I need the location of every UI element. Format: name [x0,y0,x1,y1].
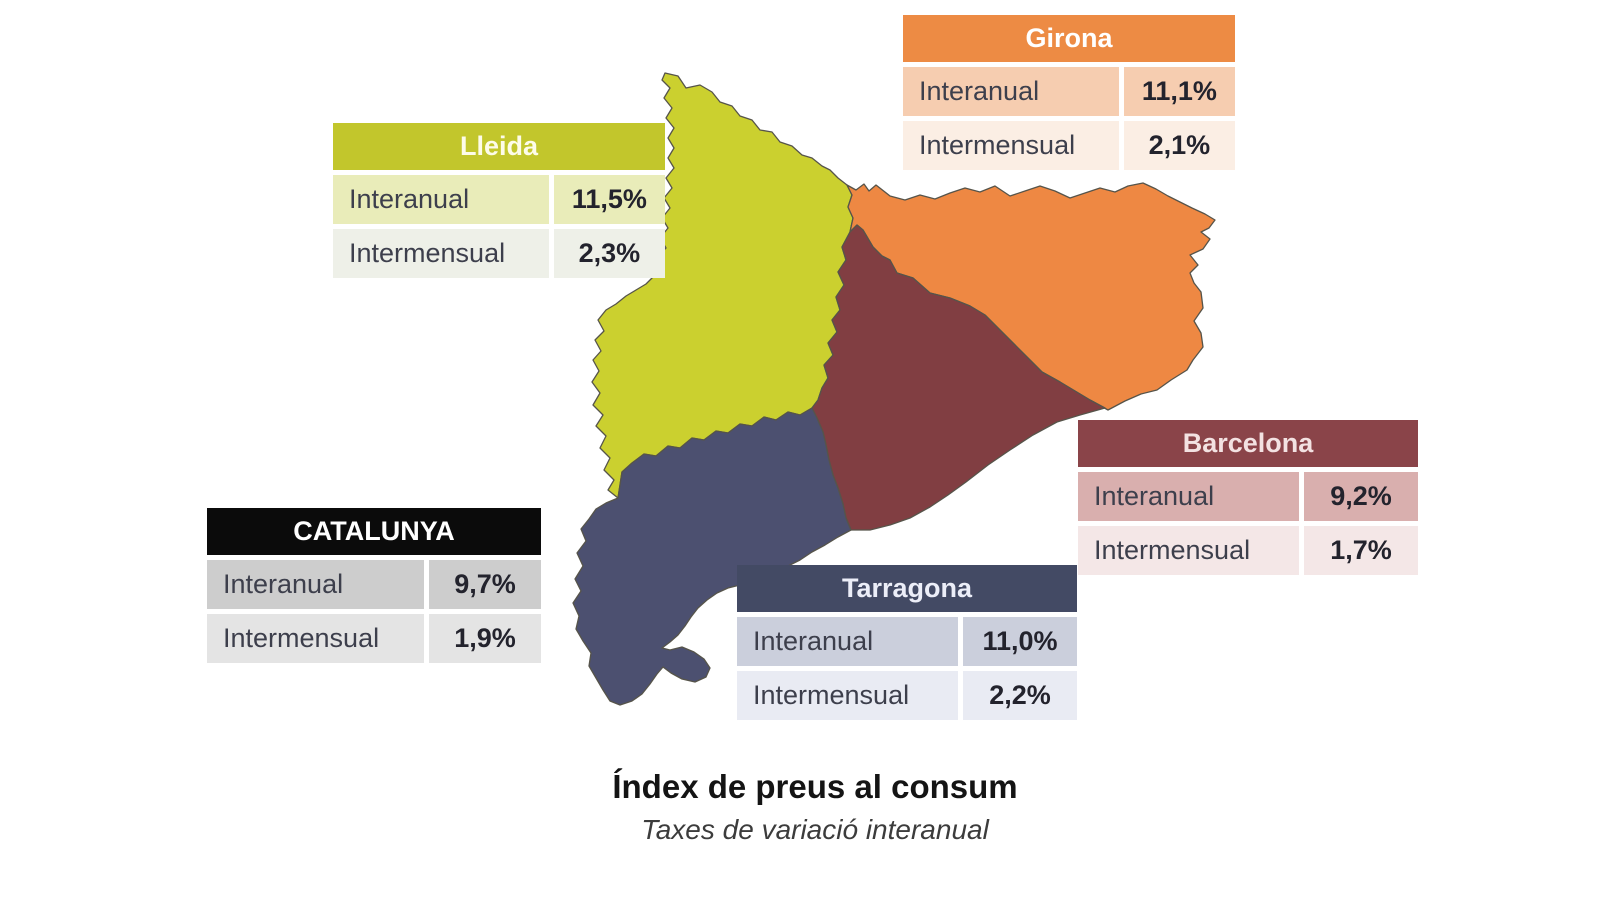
lleida-row-intermensual: Intermensual 2,3% [333,229,665,278]
girona-value-intermensual: 2,1% [1123,121,1235,170]
catalunya-value-interanual: 9,7% [429,560,541,609]
catalunya-map [572,72,1216,706]
catalunya-value-intermensual: 1,9% [429,614,541,663]
barcelona-row-intermensual: Intermensual 1,7% [1078,526,1418,575]
lleida-table: Lleida Interanual 11,5% Intermensual 2,3… [333,123,665,283]
lleida-value-intermensual: 2,3% [553,229,665,278]
catalunya-row-interanual: Interanual 9,7% [207,560,541,609]
row-label-interanual: Interanual [333,175,549,224]
girona-row-interanual: Interanual 11,1% [903,67,1235,116]
row-label-interanual: Interanual [1078,472,1299,521]
barcelona-table-header: Barcelona [1078,420,1418,467]
row-label-intermensual: Intermensual [903,121,1119,170]
lleida-table-header: Lleida [333,123,665,170]
girona-value-interanual: 11,1% [1123,67,1235,116]
row-label-intermensual: Intermensual [333,229,549,278]
page-subtitle: Taxes de variació interanual [641,814,989,845]
catalunya-table-header: CATALUNYA [207,508,541,555]
tarragona-table: Tarragona Interanual 11,0% Intermensual … [737,565,1077,725]
girona-row-intermensual: Intermensual 2,1% [903,121,1235,170]
girona-table-header: Girona [903,15,1235,62]
girona-table: Girona Interanual 11,1% Intermensual 2,1… [903,15,1235,175]
row-label-interanual: Interanual [207,560,425,609]
catalunya-row-intermensual: Intermensual 1,9% [207,614,541,663]
tarragona-value-intermensual: 2,2% [963,671,1077,720]
tarragona-row-interanual: Interanual 11,0% [737,617,1077,666]
row-label-intermensual: Intermensual [1078,526,1299,575]
lleida-row-interanual: Interanual 11,5% [333,175,665,224]
barcelona-table: Barcelona Interanual 9,2% Intermensual 1… [1078,420,1418,580]
map-region-barcelona [811,224,1106,531]
row-label-intermensual: Intermensual [207,614,425,663]
tarragona-table-header: Tarragona [737,565,1077,612]
row-label-interanual: Interanual [903,67,1119,116]
caption-block: Índex de preus al consum Taxes de variac… [460,768,1170,846]
map-region-tarragona [572,407,852,706]
lleida-value-interanual: 11,5% [553,175,665,224]
catalunya-table: CATALUNYA Interanual 9,7% Intermensual 1… [207,508,541,668]
barcelona-value-interanual: 9,2% [1304,472,1418,521]
tarragona-row-intermensual: Intermensual 2,2% [737,671,1077,720]
barcelona-value-intermensual: 1,7% [1304,526,1418,575]
barcelona-row-interanual: Interanual 9,2% [1078,472,1418,521]
row-label-interanual: Interanual [737,617,958,666]
page-title: Índex de preus al consum [612,768,1018,805]
row-label-intermensual: Intermensual [737,671,958,720]
tarragona-value-interanual: 11,0% [963,617,1077,666]
